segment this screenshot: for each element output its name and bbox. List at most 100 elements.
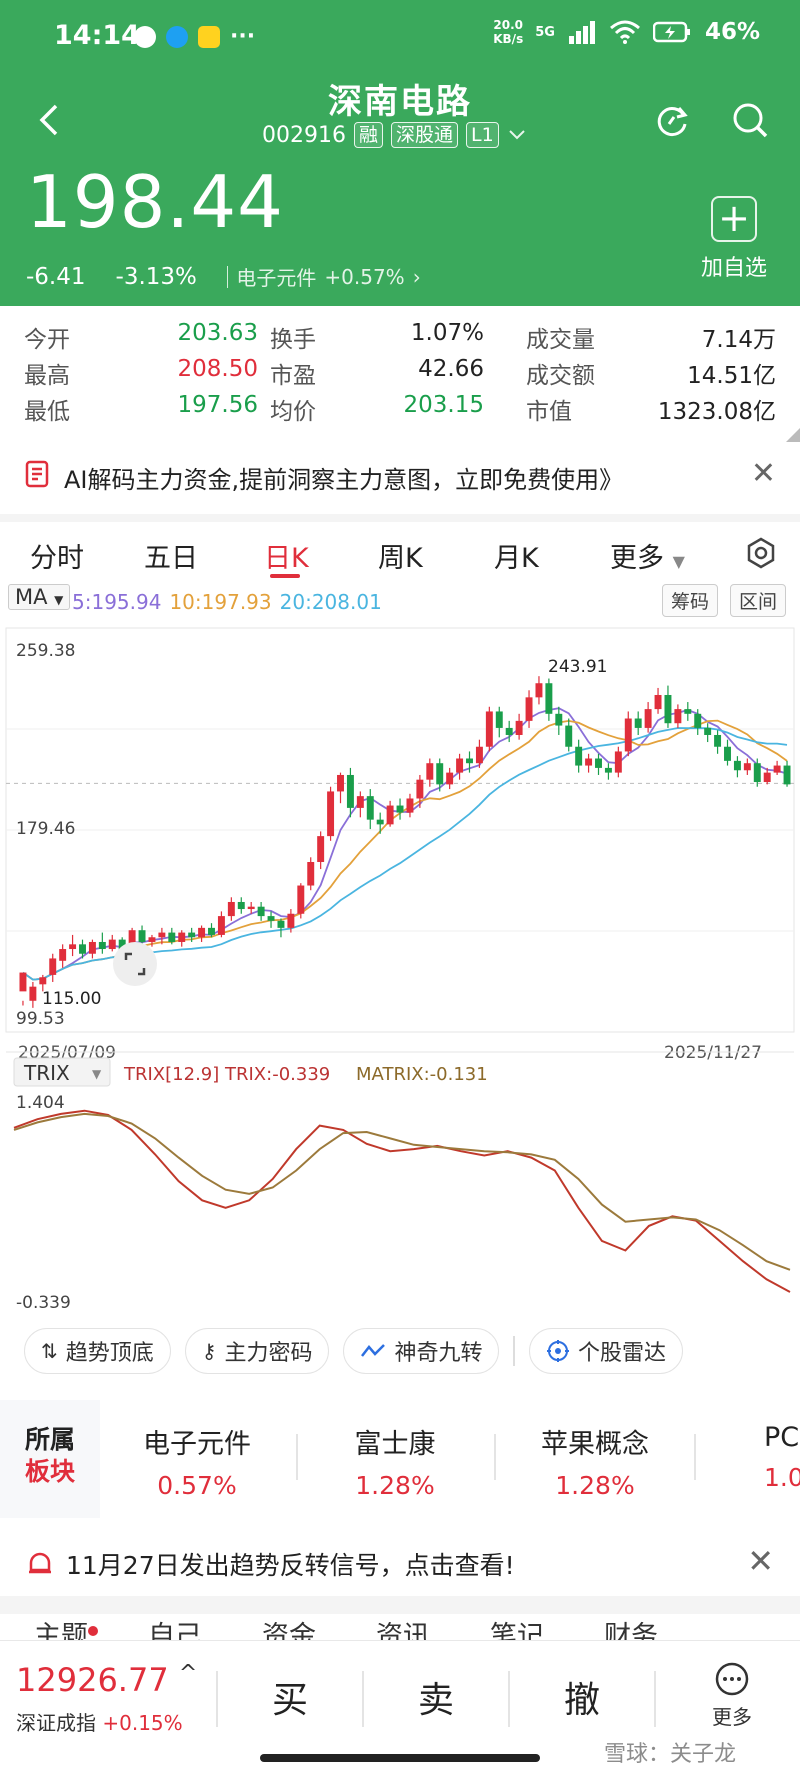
tab-more[interactable]: 更多 ▼ bbox=[610, 536, 685, 575]
candle-body bbox=[227, 901, 235, 917]
indicator-buttons: ⇅ 趋势顶底 ⚷ 主力密码 神奇九转 个股雷达 bbox=[24, 1328, 683, 1374]
candle-body bbox=[277, 920, 285, 928]
sector-name: 苹果概念 bbox=[541, 1429, 649, 1460]
candle-body bbox=[247, 906, 255, 910]
ma-selector[interactable]: MA ▼ bbox=[8, 584, 71, 610]
close-icon[interactable]: ✕ bbox=[750, 456, 776, 491]
magic-nine-button[interactable]: 神奇九转 bbox=[343, 1328, 500, 1374]
tab-weekly-k[interactable]: 周K bbox=[378, 543, 423, 574]
sector-label-line1: 所属 bbox=[24, 1425, 75, 1454]
expand-icon[interactable] bbox=[786, 428, 800, 442]
candle-body bbox=[287, 913, 295, 928]
candle-body bbox=[436, 763, 444, 785]
main-force-button[interactable]: ⚷ 主力密码 bbox=[184, 1328, 330, 1374]
caret-down-icon: ▼ bbox=[92, 1067, 102, 1081]
stat-value: 197.56 bbox=[177, 392, 258, 418]
tab-funds[interactable]: 资金 bbox=[262, 1621, 316, 1640]
tab-intraday[interactable]: 分时 bbox=[30, 543, 84, 574]
ma-values: 5:195.94 10:197.93 20:208.01 bbox=[72, 590, 382, 614]
search-icon bbox=[733, 103, 768, 138]
candle-body bbox=[19, 972, 27, 992]
browser-icon bbox=[166, 25, 188, 48]
industry-link[interactable]: 电子元件 +0.57% › bbox=[226, 262, 421, 291]
ma5-line bbox=[22, 707, 788, 981]
wifi-icon bbox=[609, 20, 640, 44]
close-icon[interactable]: ✕ bbox=[747, 1542, 774, 1580]
candle-body bbox=[396, 805, 404, 813]
plus-icon: + bbox=[711, 196, 757, 242]
candle-body bbox=[575, 746, 583, 766]
more-button[interactable]: 更多 bbox=[702, 1661, 762, 1730]
buy-button[interactable]: 买 bbox=[272, 1680, 309, 1721]
net-type: 5G bbox=[535, 24, 555, 40]
stat-label: 今开 bbox=[24, 327, 70, 353]
tab-daily-k[interactable]: 日K bbox=[264, 543, 309, 574]
stat-value: 203.15 bbox=[403, 392, 484, 418]
tab-news[interactable]: 资讯 bbox=[376, 1621, 430, 1640]
tab-topic[interactable]: 主题 bbox=[34, 1621, 88, 1640]
candle-body bbox=[446, 772, 454, 785]
candle-body bbox=[624, 718, 632, 752]
tab-notes[interactable]: 笔记 bbox=[490, 1621, 544, 1640]
search-button[interactable] bbox=[730, 100, 770, 144]
trix-line bbox=[13, 1109, 791, 1293]
meituan-icon bbox=[198, 25, 220, 48]
back-button[interactable] bbox=[34, 100, 64, 147]
chevron-down-icon bbox=[508, 130, 525, 140]
candle-body bbox=[128, 930, 136, 952]
add-favorite-button[interactable]: + 加自选 bbox=[700, 196, 768, 282]
candle-body bbox=[346, 774, 354, 808]
candle-body bbox=[634, 718, 642, 728]
sector-row: 所属 板块 电子元件 0.57% 富士康 1.28% 苹果概念 1.28% PC… bbox=[0, 1400, 800, 1518]
candle-body bbox=[694, 713, 702, 728]
candle-body bbox=[743, 763, 751, 771]
stat-label: 换手 bbox=[270, 327, 316, 353]
candle-body bbox=[644, 709, 652, 728]
candle-body bbox=[684, 709, 692, 714]
cancel-order-button[interactable]: 撤 bbox=[564, 1680, 601, 1721]
sector-item[interactable]: PC 1.02 bbox=[700, 1422, 800, 1492]
trend-top-bottom-button[interactable]: ⇅ 趋势顶底 bbox=[24, 1328, 171, 1374]
sector-pct: 1.28% bbox=[555, 1471, 635, 1500]
signal-banner[interactable]: 11月27日发出趋势反转信号，点击查看! ✕ bbox=[0, 1534, 800, 1594]
tab-self[interactable]: 自己 bbox=[148, 1621, 202, 1640]
date-end-label: 2025/11/27 bbox=[664, 1043, 762, 1063]
ma-row: MA ▼ 5:195.94 10:197.93 20:208.01 筹码 区间 bbox=[0, 582, 800, 622]
index-quote[interactable]: 12926.77 ^ bbox=[16, 1661, 197, 1699]
candle-body bbox=[664, 694, 672, 724]
candle-body bbox=[376, 819, 384, 825]
stock-name: 深南电路 bbox=[328, 82, 472, 122]
refresh-button[interactable] bbox=[652, 100, 692, 144]
stock-radar-button[interactable]: 个股雷达 bbox=[528, 1328, 683, 1374]
sector-item[interactable]: 苹果概念 1.28% bbox=[500, 1422, 690, 1500]
home-indicator[interactable] bbox=[260, 1754, 540, 1762]
stat-value: 208.50 bbox=[177, 356, 258, 382]
candle-body bbox=[485, 711, 493, 747]
chip-button[interactable]: 筹码 bbox=[662, 584, 719, 617]
candle-body bbox=[783, 765, 791, 785]
sector-pct: 1.02 bbox=[764, 1463, 800, 1492]
stock-header: 14:14 ··· 20.0 KB/s 5G 46% 深南电路 002916 融… bbox=[0, 0, 800, 306]
ma10-value: 10:197.93 bbox=[169, 590, 272, 614]
candle-body bbox=[118, 939, 126, 952]
candle-body bbox=[456, 758, 464, 773]
divider bbox=[296, 1434, 298, 1480]
stat-value: 42.66 bbox=[418, 356, 484, 382]
candle-body bbox=[555, 713, 563, 726]
sell-button[interactable]: 卖 bbox=[418, 1680, 455, 1721]
signal-icon bbox=[568, 21, 595, 44]
candle-body bbox=[515, 720, 523, 735]
tab-five-day[interactable]: 五日 bbox=[144, 543, 198, 574]
sector-item[interactable]: 富士康 1.28% bbox=[300, 1422, 490, 1500]
candle-body bbox=[217, 916, 225, 935]
ma-selector-label: MA bbox=[15, 585, 48, 609]
expand-icon bbox=[124, 952, 146, 976]
ai-banner[interactable]: AI解码主力资金,提前洞察主力意图，立即免费使用》 ✕ bbox=[0, 446, 800, 502]
stock-code-row[interactable]: 002916 融 深股通 L1 bbox=[262, 122, 527, 148]
tab-finance[interactable]: 财务 bbox=[604, 1621, 658, 1640]
settings-icon[interactable] bbox=[744, 536, 778, 570]
sector-item[interactable]: 电子元件 0.57% bbox=[102, 1422, 292, 1500]
tab-monthly-k[interactable]: 月K bbox=[494, 543, 539, 574]
range-button[interactable]: 区间 bbox=[730, 584, 787, 617]
